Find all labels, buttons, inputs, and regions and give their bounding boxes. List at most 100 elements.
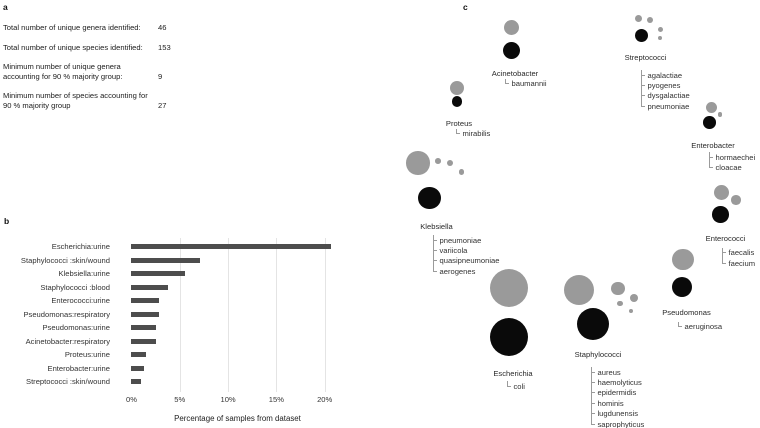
species-item: mirabilis	[456, 129, 490, 139]
bar	[131, 338, 157, 344]
species-name: aureus	[597, 367, 621, 377]
stat-row: Minimum number of species accounting for…	[3, 91, 218, 110]
bar-chart: Escherichia:urine Staphylococci :skin/wou…	[0, 240, 365, 389]
bar	[131, 284, 168, 290]
species-name: faecium	[728, 258, 756, 268]
species-name: pneumoniae	[647, 101, 690, 111]
species-item: haemolyticus	[591, 377, 644, 387]
species-name: dysgalactiae	[647, 91, 690, 101]
bar-label: Streptococci :skin/wound	[26, 377, 110, 387]
species-name: variicola	[439, 246, 468, 256]
bar-track	[131, 271, 365, 277]
bar-track	[131, 311, 365, 317]
bar	[131, 379, 141, 385]
streptococci-bubble	[634, 28, 648, 42]
bar-row: Proteus:urine	[0, 348, 365, 362]
genus-label-klebsiella: Klebsiella	[420, 222, 453, 231]
gridline	[179, 238, 181, 392]
species-item: epidermidis	[591, 388, 644, 398]
species-name: aerogenes	[439, 266, 476, 276]
bracket-tick-icon	[456, 133, 460, 135]
bracket-tick-icon	[433, 250, 437, 252]
klebsiella-bubble	[418, 186, 441, 210]
bar-row: Acinetobacter:respiratory	[0, 335, 365, 349]
species-name: epidermidis	[597, 388, 637, 398]
pseudomonas-bubble	[672, 277, 692, 297]
species-name: cloacae	[715, 163, 742, 173]
bracket-tick-icon	[591, 413, 595, 415]
bar-label: Pseudomonas:urine	[42, 323, 110, 333]
bar	[131, 257, 200, 263]
streptococci-bubble	[634, 14, 642, 22]
species-list-enterobacter: hormaechei cloacae	[709, 152, 755, 173]
species-item: quasipneumoniae	[433, 256, 499, 266]
panel-c-label: c	[463, 2, 468, 12]
enterococci-bubble	[731, 195, 741, 205]
bracket-tick-icon	[433, 260, 437, 262]
panel-b: b Escherichia:urine Staphylococci :skin/w…	[0, 214, 400, 428]
species-name: lugdunensis	[597, 409, 639, 419]
escherichia-bubble	[490, 269, 528, 307]
species-name: quasipneumoniae	[439, 256, 500, 266]
bar-track	[131, 298, 365, 304]
species-item: dysgalactiae	[641, 91, 690, 101]
staphylococci-bubble	[577, 308, 609, 340]
species-item: aureus	[591, 367, 644, 377]
species-item: baumannii	[505, 79, 547, 89]
genus-label-proteus: Proteus	[445, 119, 473, 128]
bracket-line	[433, 235, 434, 272]
bar-label: Klebsiella:urine	[58, 269, 111, 279]
species-list-streptococci: agalactiae pyogenes dysgalactiae pneumoniae	[641, 70, 690, 112]
bracket-line	[709, 152, 710, 169]
bar-track	[131, 365, 365, 371]
escherichia-bubble	[490, 318, 528, 356]
enterobacter-bubble	[717, 112, 723, 117]
species-item: cloacae	[709, 162, 755, 172]
bar-track	[131, 244, 365, 250]
species-name: saprophyticus	[597, 419, 645, 428]
species-list-proteus: mirabilis	[456, 128, 490, 139]
bracket-tick-icon	[507, 385, 511, 387]
panel-a: a Total number of unique genera identifi…	[3, 2, 218, 212]
genus-label-pseudomonas: Pseudomonas	[662, 308, 711, 317]
proteus-bubble	[451, 96, 463, 107]
proteus-bubble	[450, 81, 464, 95]
species-list-klebsiella: pneumoniae variicola quasipneumoniae aeroge…	[433, 235, 499, 277]
bracket-line	[591, 367, 592, 425]
bracket-tick-icon	[433, 270, 437, 272]
genus-label-enterobacter: Enterobacter	[691, 141, 735, 150]
stat-label: Total number of unique genera identified…	[3, 23, 141, 32]
bar-row: Staphylococci :skin/wound	[0, 254, 365, 268]
species-name: hormaechei	[715, 152, 756, 162]
species-name: hominis	[597, 398, 624, 408]
bracket-line	[505, 78, 506, 85]
staphylococci-bubble	[611, 281, 625, 296]
bar-row: Pseudomonas:urine	[0, 321, 365, 335]
species-list-pseudomonas: aeruginosa	[678, 321, 722, 332]
species-name: faecalis	[728, 248, 755, 258]
species-list-acinetobacter: baumannii	[505, 78, 547, 89]
bracket-tick-icon	[722, 262, 726, 264]
bar	[131, 365, 144, 371]
bracket-tick-icon	[591, 402, 595, 404]
klebsiella-bubble	[406, 151, 430, 175]
bar-label: Staphylococci :blood	[40, 282, 110, 292]
genus-label-staphylococci: Staphylococci	[574, 350, 622, 359]
bar-label: Escherichia:urine	[51, 242, 110, 252]
bracket-tick-icon	[709, 167, 713, 169]
acinetobacter-bubble	[502, 41, 520, 59]
staphylococci-bubble	[617, 300, 623, 307]
stat-row: Total number of unique species identifie…	[3, 43, 218, 53]
enterobacter-bubble	[703, 116, 716, 129]
bar-track	[131, 325, 365, 331]
species-name: pyogenes	[647, 81, 681, 91]
bracket-tick-icon	[591, 371, 595, 373]
klebsiella-bubble	[435, 158, 441, 164]
bracket-tick-icon	[641, 85, 645, 87]
x-tick-label: 10%	[220, 395, 236, 404]
staphylococci-bubble	[563, 274, 594, 305]
bar-row: Streptococci :skin/wound	[0, 375, 365, 389]
x-tick-label: 15%	[268, 395, 284, 404]
bar-label: Enterococci:urine	[51, 296, 110, 306]
bar-track	[131, 284, 365, 290]
